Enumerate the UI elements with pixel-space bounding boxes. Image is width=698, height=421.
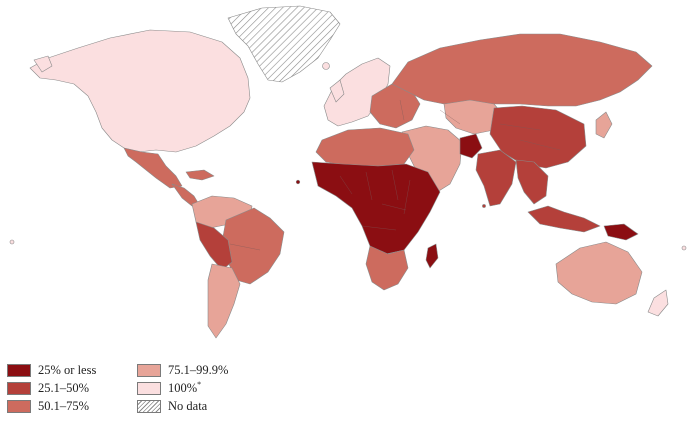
region-alaska <box>33 55 53 73</box>
legend-swatch <box>7 399 31 413</box>
region-north-africa <box>315 127 415 167</box>
region-japan <box>595 111 613 139</box>
region-sub-saharan-africa <box>311 161 441 255</box>
legend-swatch <box>137 381 161 395</box>
region-papua-new-guinea <box>603 223 639 241</box>
legend-item: No data <box>137 398 207 414</box>
region-indonesia <box>527 205 601 233</box>
region-mexico <box>123 147 183 189</box>
legend-swatch <box>137 399 161 413</box>
legend-swatch <box>137 363 161 377</box>
region-new-zealand <box>647 289 669 317</box>
legend-label: No data <box>168 398 208 413</box>
legend-label: 25.1–50% <box>38 380 90 395</box>
legend-item: 75.1–99.9% <box>137 362 228 378</box>
region-madagascar <box>425 243 439 269</box>
region-cape-verde <box>295 179 301 185</box>
legend-item: 25% or less <box>7 362 96 378</box>
legend-label: 25% or less <box>38 362 97 377</box>
region-southern-africa <box>365 245 409 291</box>
region-fiji <box>681 245 687 251</box>
legend-footnote-marker: * <box>197 379 202 389</box>
region-australia <box>555 241 643 305</box>
region-hawaii <box>9 239 15 245</box>
region-iceland <box>322 62 330 70</box>
legend-label: 50.1–75% <box>38 398 90 413</box>
region-maldives <box>482 204 486 208</box>
legend-label: 100%* <box>168 379 202 396</box>
legend-label: 75.1–99.9% <box>168 362 229 377</box>
region-north-america <box>29 29 251 153</box>
region-british-isles <box>329 79 345 103</box>
region-middle-east <box>401 125 463 195</box>
map-legend: 25% or less 25.1–50% 50.1–75% 75.1–99.9% 100… <box>0 360 698 420</box>
region-afghanistan <box>459 133 483 159</box>
region-southern-cone <box>207 263 241 339</box>
legend-item: 25.1–50% <box>7 380 89 396</box>
legend-swatch <box>7 363 31 377</box>
region-peru-bolivia <box>195 221 233 271</box>
region-western-europe <box>323 57 391 127</box>
region-greenland <box>227 5 341 83</box>
region-india <box>475 149 517 207</box>
legend-item: 50.1–75% <box>7 398 89 414</box>
region-russia <box>391 33 653 107</box>
region-caribbean <box>185 169 215 181</box>
world-map <box>9 5 687 339</box>
region-china <box>489 105 587 169</box>
region-southeast-asia <box>515 159 549 205</box>
legend-item: 100%* <box>137 380 201 396</box>
legend-swatch <box>7 381 31 395</box>
internal-borders <box>229 99 561 251</box>
